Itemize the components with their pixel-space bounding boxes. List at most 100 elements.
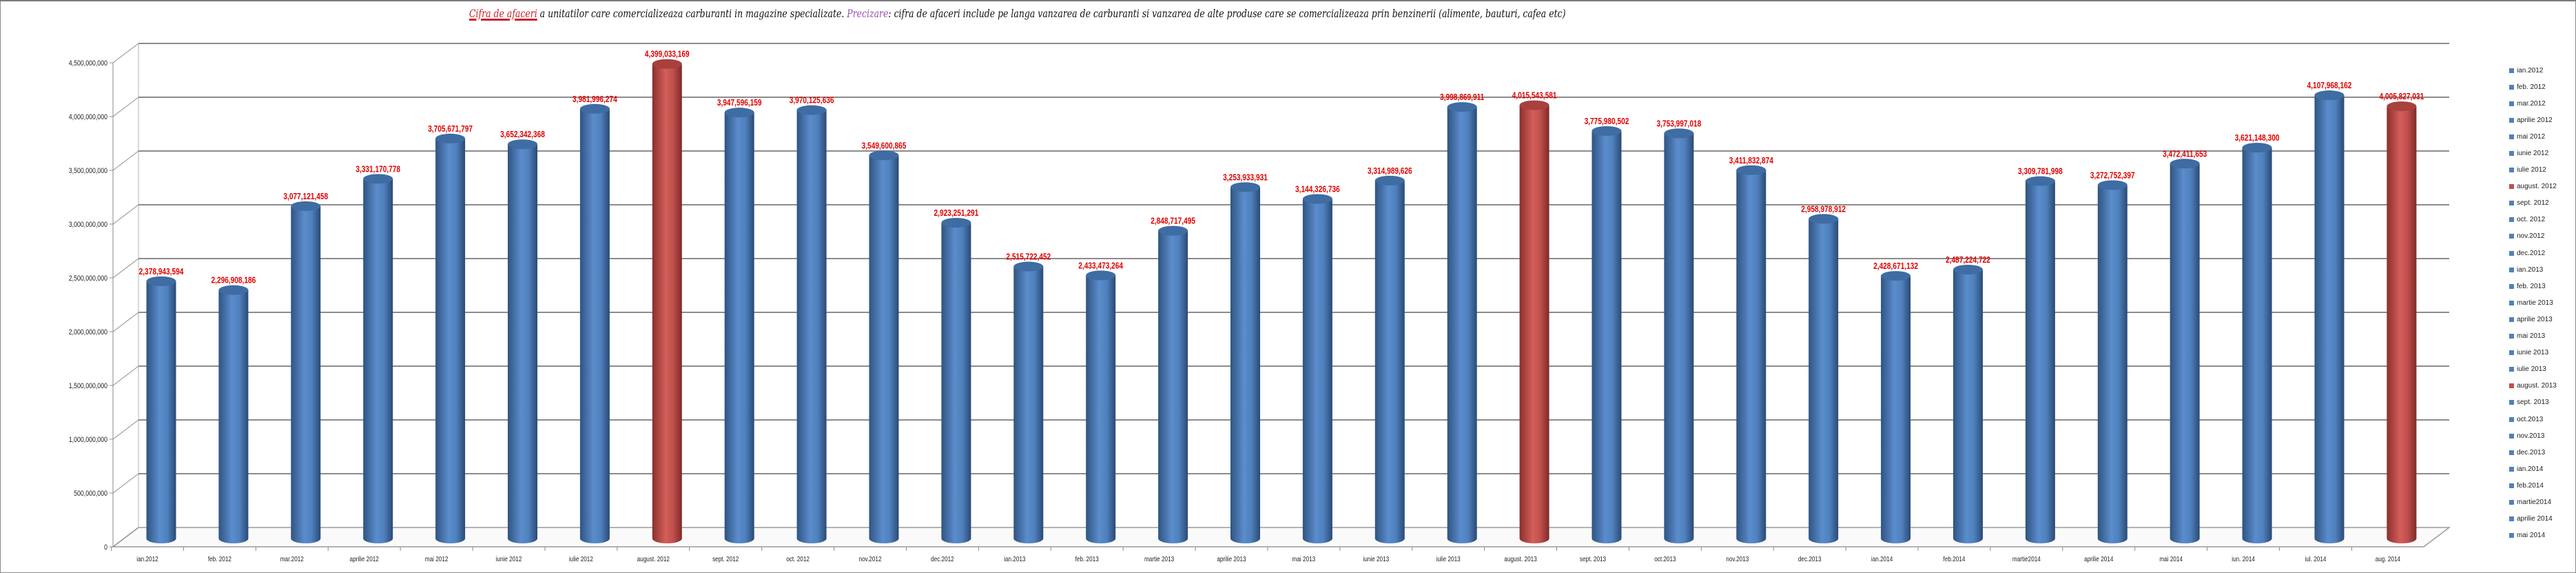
bar-10 bbox=[796, 105, 827, 544]
bar-top bbox=[1591, 125, 1622, 136]
legend-swatch bbox=[2509, 151, 2514, 157]
legend-swatch bbox=[2509, 134, 2514, 139]
gridline-diagonal bbox=[112, 419, 139, 440]
bar-body bbox=[1374, 180, 1405, 544]
bar-top bbox=[2242, 143, 2272, 153]
bar-body bbox=[1302, 199, 1332, 544]
bar-26 bbox=[1953, 264, 1983, 544]
bar-12 bbox=[941, 217, 971, 544]
x-tick-label: nov.2013 bbox=[1726, 555, 1749, 563]
x-tick-label: aug. 2014 bbox=[2376, 555, 2400, 563]
bar-top bbox=[2170, 159, 2200, 169]
legend-label: mai 2014 bbox=[2517, 532, 2546, 540]
data-label: 4,399,033,169 bbox=[645, 50, 690, 59]
x-tick-label: aprilie 2013 bbox=[1217, 555, 1246, 563]
bar-body bbox=[1664, 133, 1694, 544]
legend-swatch bbox=[2509, 334, 2514, 339]
y-tick-label: 3,000,000,000 bbox=[69, 221, 108, 229]
bar-top bbox=[579, 103, 610, 114]
x-tick-label: mai 2014 bbox=[2159, 555, 2183, 563]
bar-body bbox=[1736, 170, 1766, 544]
bar-body bbox=[1447, 107, 1477, 544]
legend-swatch bbox=[2509, 201, 2514, 206]
x-tick-label: august. 2012 bbox=[637, 555, 670, 563]
legend-item: oct. 2012 bbox=[2509, 212, 2557, 228]
bar-top bbox=[1230, 182, 1260, 192]
bar-body bbox=[1230, 187, 1260, 544]
legend-item: sept. 2012 bbox=[2509, 195, 2557, 212]
bar-body bbox=[724, 112, 754, 544]
x-tick-label: august. 2013 bbox=[1504, 555, 1536, 563]
x-tick-label: feb. 2012 bbox=[208, 555, 231, 563]
x-tick-label: iunie 2013 bbox=[1363, 555, 1389, 563]
legend-item: ian.2014 bbox=[2509, 461, 2557, 477]
legend-swatch bbox=[2509, 168, 2514, 173]
bar-body bbox=[652, 63, 682, 544]
legend-item: oct.2013 bbox=[2509, 411, 2557, 428]
x-tick-label: mai 2012 bbox=[425, 555, 449, 563]
x-tick-label: martie2014 bbox=[2012, 555, 2041, 563]
bar-top bbox=[869, 150, 899, 161]
bar-body bbox=[2025, 181, 2055, 544]
bar-2 bbox=[218, 285, 249, 544]
legend-item: ian.2013 bbox=[2509, 261, 2557, 278]
gridline-diagonal bbox=[112, 527, 139, 547]
bar-21 bbox=[1591, 125, 1622, 544]
bar-17 bbox=[1302, 194, 1332, 544]
bar-body bbox=[1086, 275, 1116, 544]
bar-top bbox=[1809, 214, 1839, 224]
bar-13 bbox=[1013, 261, 1044, 544]
gridline-diagonal bbox=[112, 312, 139, 332]
legend-label: iunie 2012 bbox=[2517, 150, 2549, 158]
legend-swatch bbox=[2509, 283, 2514, 289]
legend: ian.2012 feb. 2012 mar.2012 aprilie 2012 mai… bbox=[2509, 62, 2557, 544]
legend-label: feb. 2013 bbox=[2517, 282, 2546, 290]
x-tick-label: ian.2012 bbox=[136, 555, 158, 563]
x-tick-label: mai 2013 bbox=[1292, 555, 1316, 563]
legend-item: martie2014 bbox=[2509, 494, 2557, 510]
bar-top bbox=[2387, 101, 2417, 112]
bar-29 bbox=[2170, 159, 2200, 544]
bar-27 bbox=[2025, 176, 2055, 544]
gridline-diagonal bbox=[112, 204, 139, 225]
data-label: 3,705,671,797 bbox=[428, 124, 473, 134]
x-tick-label: oct.2013 bbox=[1654, 555, 1676, 563]
bar-top bbox=[146, 276, 176, 286]
y-tick-label: 4,500,000,000 bbox=[69, 59, 108, 68]
bar-15 bbox=[1158, 225, 1188, 544]
data-label: 3,253,933,931 bbox=[1223, 172, 1268, 182]
bar-top bbox=[1519, 100, 1549, 110]
data-label: 3,621,148,300 bbox=[2235, 133, 2280, 143]
bar-body bbox=[146, 281, 176, 544]
bar-25 bbox=[1881, 271, 1911, 544]
data-label: 3,947,596,159 bbox=[717, 98, 762, 108]
bar-body bbox=[1953, 269, 1983, 544]
y-tick-label: 1,000,000,000 bbox=[69, 436, 108, 444]
x-tick-label: iulie 2012 bbox=[569, 555, 593, 563]
legend-item: iunie 2012 bbox=[2509, 145, 2557, 161]
legend-swatch bbox=[2509, 267, 2514, 272]
data-label: 3,309,781,998 bbox=[2018, 167, 2063, 177]
legend-item: mar.2012 bbox=[2509, 95, 2557, 112]
legend-item: ian.2012 bbox=[2509, 62, 2557, 79]
x-tick-label: ian.2014 bbox=[1871, 555, 1893, 563]
title-precizare: Precizare bbox=[847, 7, 889, 20]
y-tick-label: 4,000,000,000 bbox=[69, 113, 108, 121]
legend-item: august. 2013 bbox=[2509, 378, 2557, 394]
bar-top bbox=[2025, 176, 2055, 186]
legend-item: dec.2012 bbox=[2509, 245, 2557, 261]
bar-top bbox=[1013, 261, 1044, 272]
legend-item: sept. 2013 bbox=[2509, 394, 2557, 411]
data-label: 3,970,125,636 bbox=[790, 96, 834, 105]
x-tick-label: aprilie 2014 bbox=[2084, 555, 2113, 563]
x-tick-label: nov.2012 bbox=[858, 555, 881, 563]
bar-top bbox=[508, 139, 537, 150]
bar-top bbox=[796, 105, 827, 115]
bar-body bbox=[2314, 95, 2345, 544]
data-label: 3,652,342,368 bbox=[500, 130, 545, 139]
bar-18 bbox=[1374, 175, 1405, 544]
bar-8 bbox=[652, 59, 682, 544]
legend-swatch bbox=[2509, 101, 2514, 106]
data-label: 3,981,996,274 bbox=[573, 94, 617, 104]
